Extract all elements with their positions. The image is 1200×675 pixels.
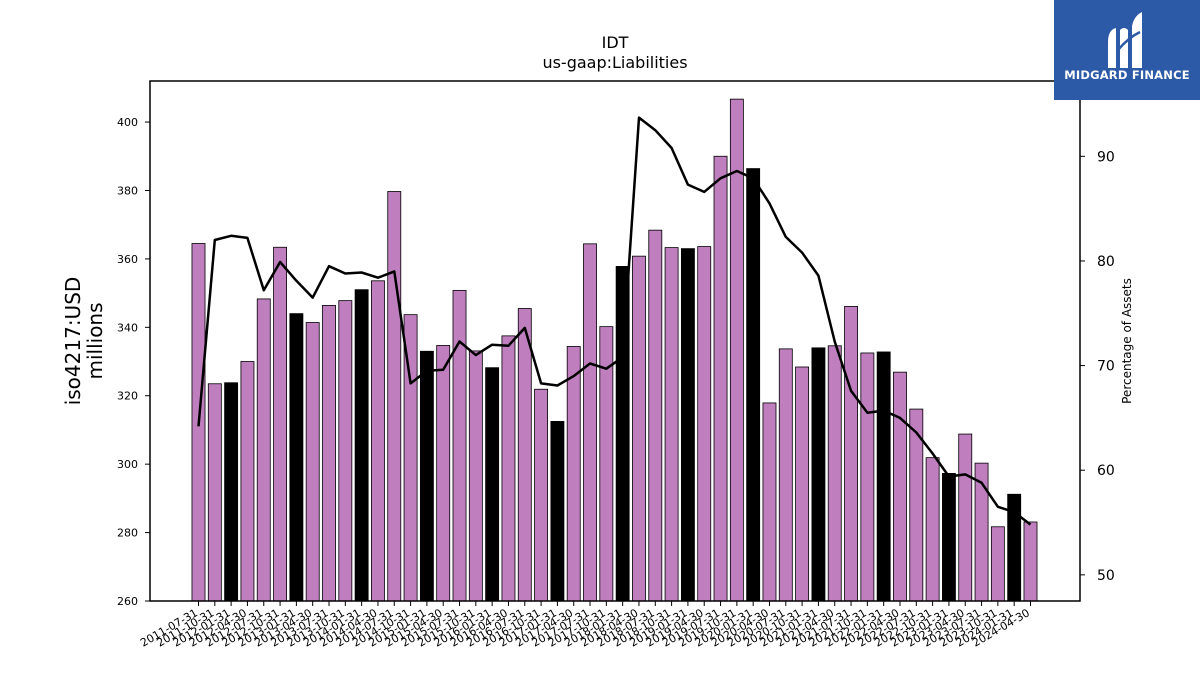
bars-layer [191, 98, 1038, 602]
y-tick-label: 360 [117, 253, 138, 266]
x-axis: 2011-07-312011-10-312012-01-312012-04-30… [138, 601, 1032, 650]
y2-tick-label: 50 [1097, 568, 1115, 584]
bar [778, 348, 793, 602]
y2-axis: 50 60 70 80 90 [1080, 149, 1115, 584]
y-tick-label: 260 [117, 595, 138, 608]
bar [632, 255, 646, 602]
bar [990, 526, 1005, 602]
bar [305, 322, 320, 602]
y-tick-label: 320 [117, 390, 138, 403]
bar [680, 248, 695, 602]
bar [583, 243, 597, 602]
bar [697, 246, 712, 602]
bar [615, 266, 630, 602]
y-axis-label: iso4217:USDmillions [61, 277, 107, 406]
y2-tick-label: 70 [1097, 359, 1115, 375]
bar [224, 382, 239, 602]
bar [746, 168, 761, 602]
bar [338, 300, 353, 602]
bar [827, 345, 842, 602]
y2-tick-label: 80 [1097, 254, 1115, 270]
y-tick-label: 380 [117, 184, 138, 197]
line-layer [197, 116, 1032, 526]
bar [419, 350, 434, 602]
bar [354, 289, 369, 602]
bar [942, 472, 956, 602]
bar [876, 351, 891, 602]
y2-axis-label: Percentage of Assets [1120, 278, 1134, 404]
bar [468, 350, 483, 602]
bar [387, 191, 402, 602]
bar [860, 352, 875, 602]
bar [289, 313, 304, 602]
bar [534, 388, 549, 602]
bar [452, 289, 467, 602]
midgard-finance-logo: MIDGARD FINANCE [1054, 0, 1200, 100]
y-tick-label: 280 [117, 527, 138, 540]
y2-tick-label: 60 [1097, 463, 1115, 479]
bar [371, 280, 385, 602]
bar [713, 155, 728, 602]
bar [256, 298, 271, 602]
bar [240, 361, 255, 602]
bar [485, 367, 500, 602]
y-tick-label: 400 [117, 116, 138, 129]
y-axis-label-line: millions [83, 302, 107, 379]
bar [664, 247, 679, 602]
bar [958, 433, 973, 602]
logo-brand-text: MIDGARD FINANCE [1064, 68, 1190, 82]
bar [207, 383, 222, 602]
plot-frame [149, 80, 1081, 602]
bar [517, 308, 532, 602]
series-line [197, 116, 1032, 526]
y-tick-label: 300 [117, 458, 138, 471]
chart-title: IDT [602, 33, 629, 52]
bar [273, 246, 287, 602]
y-axis-label-line: iso4217:USD [61, 277, 85, 406]
y-axis: 260 280 300 320 340 360 380 400 [117, 116, 150, 608]
bar [795, 366, 810, 602]
bar [550, 420, 565, 602]
y2-tick-label: 90 [1097, 149, 1115, 165]
bar [566, 346, 581, 602]
y-tick-label: 340 [117, 321, 138, 334]
bar [844, 306, 858, 602]
bar [925, 457, 940, 602]
bar [322, 305, 336, 602]
bar [436, 345, 451, 602]
bar [501, 335, 516, 602]
bar [648, 229, 663, 602]
logo-mark-icon [1108, 12, 1142, 68]
chart-subtitle: us-gaap:Liabilities [542, 53, 687, 72]
bar [811, 347, 826, 602]
bar [1023, 521, 1038, 602]
bar [893, 371, 907, 602]
bar [762, 402, 777, 602]
